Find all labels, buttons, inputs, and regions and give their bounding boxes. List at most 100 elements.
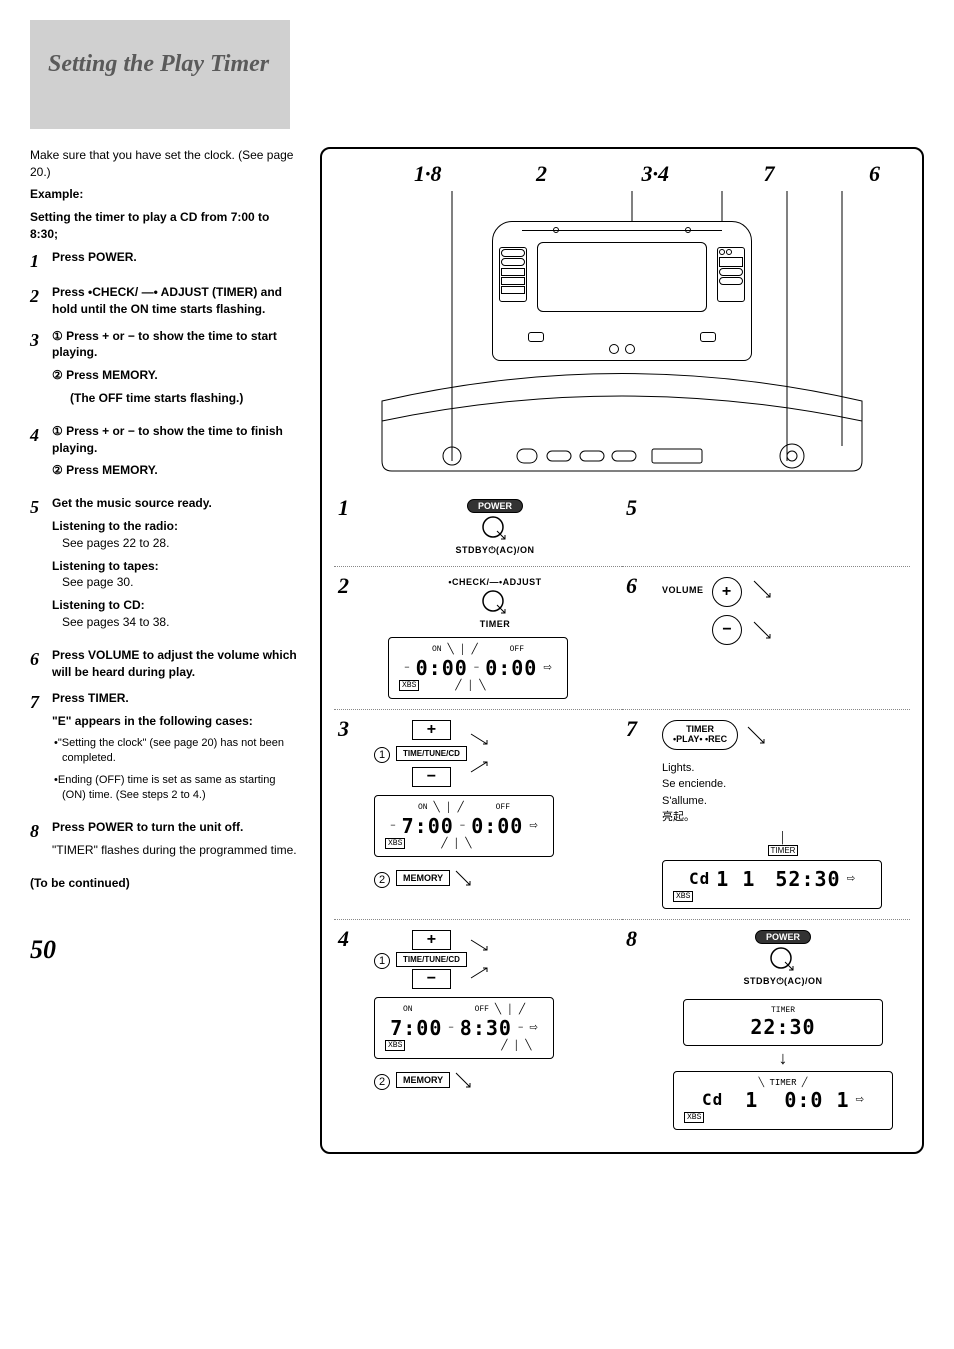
step7-bullet2: Ending (OFF) time is set as same as star… [58, 774, 276, 801]
step-7: 7 Press TIMER. "E" appears in the follow… [30, 690, 300, 809]
step-text: Press •CHECK/ —• ADJUST (TIMER) and hold… [52, 285, 282, 316]
lcd-on-700: 7:00 [402, 814, 454, 838]
step3-sub1-text: Press + or − to show the time to start p… [52, 329, 277, 360]
step7-head: Press TIMER. [52, 690, 300, 707]
repeat-icon: ⇨ [543, 659, 551, 676]
lights-en: Lights. [662, 760, 904, 777]
sub-circle-2: 2 [374, 1074, 390, 1090]
callout-7: 7 [764, 161, 775, 187]
step-1: 1 Press POWER. [30, 249, 300, 274]
step5-line3-text: See pages 34 to 38. [52, 615, 169, 629]
down-arrow-icon: ↓ [779, 1048, 788, 1069]
example-label: Example: [30, 186, 300, 203]
timer-oval-label: TIMER [686, 724, 714, 734]
lcd-cd: Cd [689, 869, 710, 888]
cell-num-7: 7 [626, 716, 637, 742]
lcd-off-000: 0:00 [471, 814, 523, 838]
lcd-cd: Cd [702, 1090, 723, 1109]
step5-line2-bold: Listening to tapes: [52, 559, 159, 573]
step5-line1-bold: Listening to the radio: [52, 519, 178, 533]
step-num: 4 [30, 423, 52, 485]
step7-boldline: "E" appears in the following cases: [52, 713, 300, 730]
callout-2: 2 [536, 161, 547, 187]
device-screen [537, 242, 707, 312]
lcd-step3-1: ON ╲ │ ╱ OFF − 7:00 − 0:00 [374, 795, 554, 857]
sub-circle-1: 1 [374, 747, 390, 763]
step-num: 1 [30, 249, 52, 274]
step-num: 2 [30, 284, 52, 318]
step4-sub2-text: Press MEMORY. [66, 463, 158, 477]
power-button-pill: POWER [467, 499, 523, 513]
section-title: Setting the Play Timer [48, 50, 272, 79]
callout-1-8: 1·8 [414, 161, 442, 187]
step8-tail: "TIMER" flashes during the programmed ti… [52, 842, 300, 859]
press-icon [452, 867, 474, 889]
xbs-badge: XBS [673, 891, 693, 902]
step-num: 8 [30, 819, 52, 865]
cell-num-3: 3 [338, 716, 349, 742]
lcd-track-1: 1 [745, 1088, 758, 1112]
step-8: 8 Press POWER to turn the unit off. "TIM… [30, 819, 300, 865]
instructions-column: Make sure that you have set the clock. (… [30, 147, 300, 1154]
stdby-label: STDBY⏻(AC)/ON [743, 976, 822, 987]
cell-num-6: 6 [626, 573, 637, 599]
step3-sub3-text: (The OFF time starts flashing.) [52, 390, 300, 407]
cell-num-8: 8 [626, 926, 637, 952]
lcd-off-time: 0:00 [485, 656, 537, 680]
press-icon [750, 618, 774, 642]
cell-1: 1 POWER STDBY⏻(AC)/ON [334, 489, 622, 566]
sub-circle-1: 1 [374, 953, 390, 969]
cell-2: 2 •CHECK/—•ADJUST TIMER ON ╲ │ [334, 566, 622, 709]
sub-circle-2: 2 [374, 872, 390, 888]
repeat-icon: ⇨ [529, 1019, 537, 1036]
press-icon [469, 728, 493, 778]
timer-small-label: TIMER [694, 1006, 872, 1015]
device-right-panel [717, 247, 745, 302]
cell-3: 3 1 + TIME/TUNE/CD − [334, 709, 622, 919]
lcd-2230: 22:30 [750, 1015, 815, 1039]
cell-num-1: 1 [338, 495, 349, 521]
step3-sub2-text: Press MEMORY. [66, 368, 158, 382]
stdby-label: STDBY⏻(AC)/ON [455, 545, 534, 556]
check-adjust-label: •CHECK/—•ADJUST [448, 577, 541, 587]
plus-button: + [412, 930, 451, 950]
cell-6: 6 VOLUME + − [622, 566, 910, 709]
callout-3-4: 3·4 [642, 161, 670, 187]
timer-flash-label: TIMER [769, 1078, 796, 1088]
lcd-on-label: ON [403, 1005, 413, 1014]
step4-sub1-marker: ① [52, 424, 63, 438]
press-icon [469, 934, 493, 984]
cell-num-5: 5 [626, 495, 637, 521]
step-num: 3 [30, 328, 52, 413]
minus-button: − [412, 767, 451, 787]
step-text: Press POWER. [52, 250, 137, 264]
repeat-icon: ⇨ [847, 870, 855, 887]
step-4: 4 ① Press + or − to show the time to fin… [30, 423, 300, 485]
xbs-badge: XBS [385, 838, 405, 849]
device-illustration [334, 191, 910, 481]
intro-text: Make sure that you have set the clock. (… [30, 147, 300, 181]
device-left-panel [499, 247, 527, 302]
volume-up-button: + [712, 577, 742, 607]
cell-4: 4 1 + TIME/TUNE/CD − [334, 919, 622, 1140]
example-text: Setting the timer to play a CD from 7:00… [30, 209, 300, 243]
page-number: 50 [30, 932, 300, 968]
to-be-continued: (To be continued) [30, 875, 300, 892]
device-head-unit [492, 221, 752, 361]
lcd-on-700: 7:00 [390, 1016, 442, 1040]
lcd-on-label: ON [432, 645, 442, 654]
step5-line3-bold: Listening to CD: [52, 598, 145, 612]
lcd-step7: Cd 1 1 52:30 ⇨ XBS [662, 860, 882, 909]
lcd-5230: 52:30 [775, 867, 840, 891]
power-button-pill: POWER [755, 930, 811, 944]
step5-line1-text: See pages 22 to 28. [52, 536, 169, 550]
step-num: 7 [30, 690, 52, 809]
press-icon [481, 515, 509, 543]
lcd-off-label: OFF [496, 803, 510, 812]
step4-sub1-text: Press + or − to show the time to finish … [52, 424, 283, 455]
press-icon [750, 577, 774, 601]
step3-sub1-marker: ① [52, 329, 63, 343]
plus-button: + [412, 720, 451, 740]
lcd-on-time: 0:00 [416, 656, 468, 680]
step6-text: Press VOLUME to adjust the volume which … [52, 648, 297, 679]
